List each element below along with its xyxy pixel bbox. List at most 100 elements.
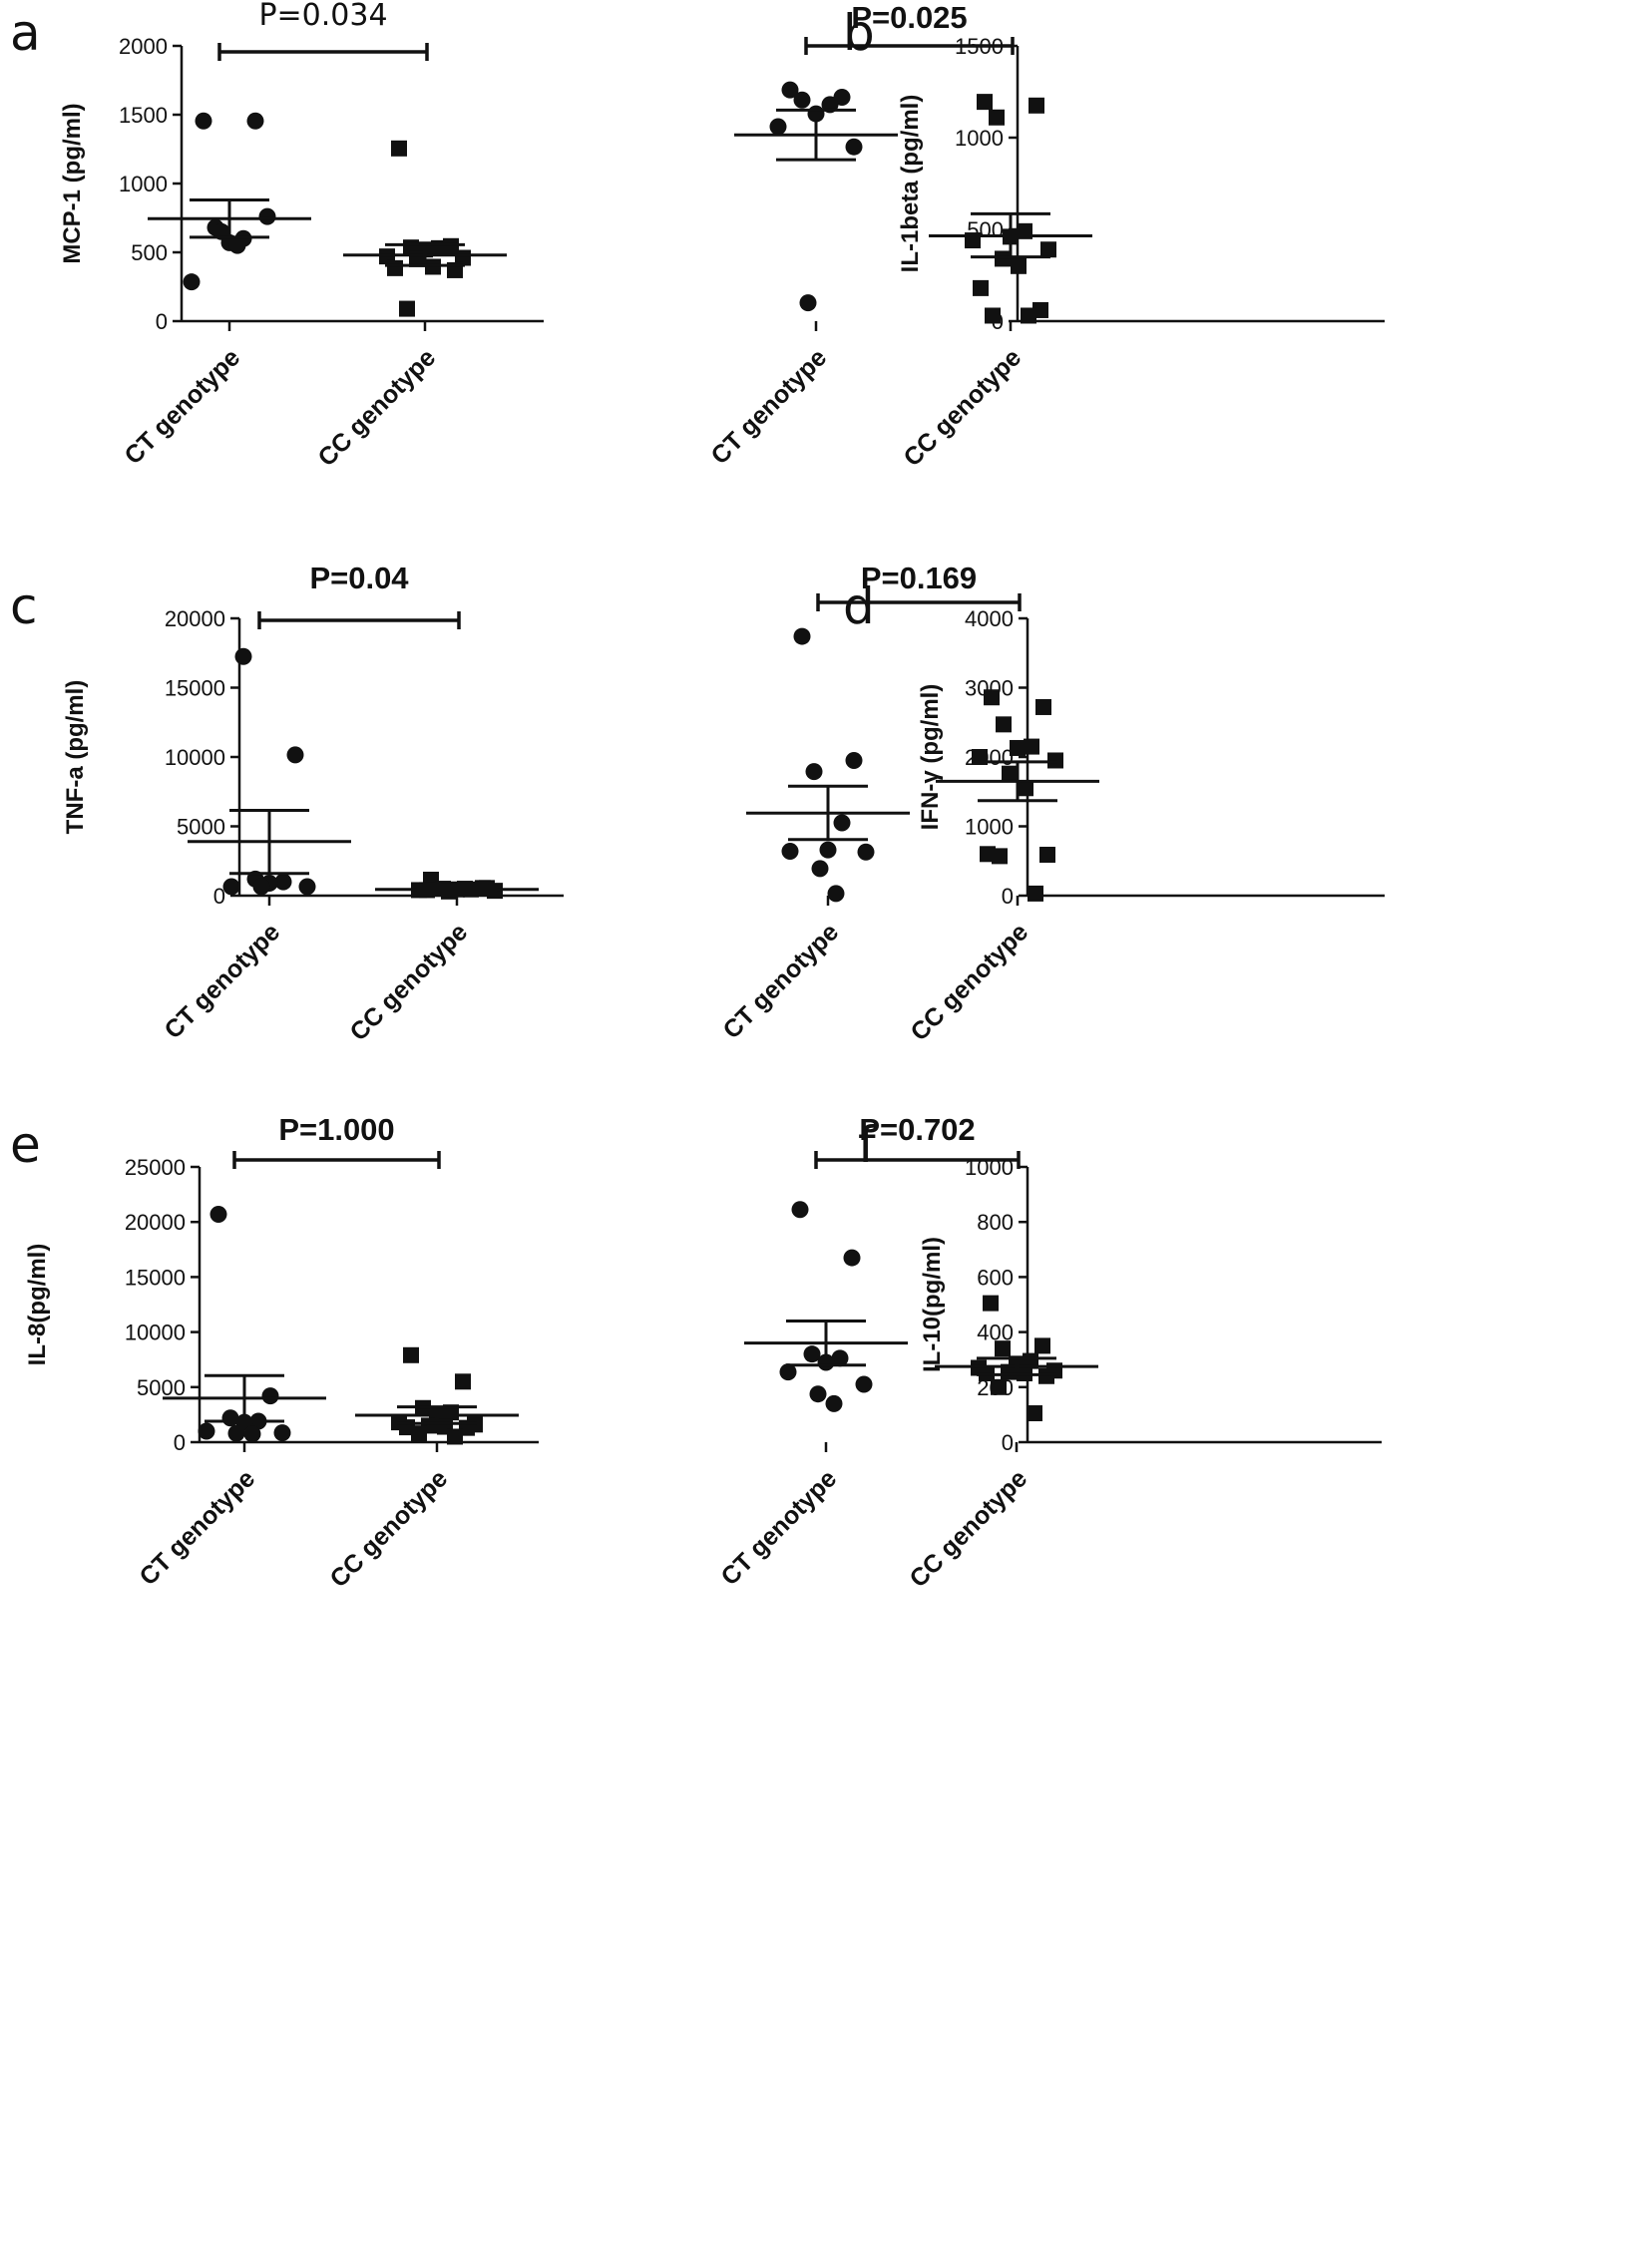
y-tick-label: 10000 [165,745,225,770]
x-category-label: CT genotype [705,343,832,470]
y-axis-label: IFN-γ (pg/ml) [917,684,944,831]
series-ct [163,1205,326,1443]
data-point [799,294,817,312]
x-category-label: CT genotype [119,343,245,470]
data-point [227,1424,245,1442]
p-value-label: P=1.000 [278,1112,394,1147]
y-tick-label: 20000 [165,606,225,631]
y-tick-label: 800 [977,1210,1014,1235]
series-cc [375,872,539,900]
x-category-label: CT genotype [134,1464,260,1591]
series-cc [935,1295,1098,1422]
y-axis-label: IL-8(pg/ml) [24,1244,51,1366]
data-point [1011,257,1027,274]
data-point [833,814,851,832]
data-point [261,1387,279,1405]
x-category-label: CC genotype [344,918,473,1046]
p-value-label: P=0.034 [258,0,387,33]
panel-letter: d [843,577,875,635]
y-tick-label: 25000 [125,1155,186,1180]
data-point [973,279,989,296]
data-point [1028,885,1043,902]
data-point [811,860,829,878]
panel-b: b050010001500IL-1beta (pg/ml)CT genotype… [705,0,1385,472]
y-tick-label: 15000 [165,676,225,701]
data-point [403,1346,419,1363]
series-cc [929,94,1092,324]
data-point [298,878,316,896]
data-point [779,1363,797,1381]
panel-letter: c [10,577,38,635]
series-cc [343,140,507,317]
data-point [819,841,837,859]
data-point [769,118,787,136]
series-cc [936,689,1099,902]
data-point [985,307,1001,324]
data-point [803,1345,821,1363]
series-ct [734,81,898,312]
data-point [455,1373,471,1390]
data-point [246,112,264,130]
data-point [843,1249,861,1267]
y-tick-label: 0 [213,884,225,909]
data-point [793,91,811,109]
data-point [273,1424,291,1442]
data-point [1002,765,1018,782]
y-tick-label: 0 [156,309,168,334]
data-point [977,94,993,111]
panel-f: f02004006008001000IL-10(pg/ml)CT genotyp… [715,1112,1382,1593]
data-point [781,81,799,99]
data-point [1034,1337,1050,1354]
panel-e: e 0 5000 10000 15000 20000 25000 IL-8(pg/ml) CT … [10,1112,539,1593]
p-value-label: P=0.169 [861,561,977,595]
y-tick-label: 1000 [955,126,1004,151]
data-point [827,885,845,903]
y-tick-label: 4000 [965,606,1014,631]
series-ct [148,112,311,291]
data-point [399,300,415,317]
data-point [781,843,799,861]
series-ct [746,627,910,903]
p-value-label: P=0.04 [309,561,409,595]
data-point [228,236,246,254]
p-value-label: P=0.702 [859,1112,975,1147]
data-point [198,1422,215,1440]
x-category-label: CC genotype [898,343,1027,472]
data-point [387,259,403,276]
data-point [996,716,1012,733]
panel-letter: e [10,1116,41,1174]
panel-letter: b [843,4,875,62]
panel-letter: a [10,4,41,62]
data-point [391,140,407,157]
data-point [252,878,270,896]
data-point [831,1349,849,1367]
y-axis-label: TNF-a (pg/ml) [62,680,89,835]
y-axis-label: IL-1beta (pg/ml) [897,95,924,273]
y-tick-label: 2000 [119,34,168,59]
data-point [995,1340,1011,1357]
y-tick-label: 600 [977,1265,1014,1290]
y-axis-label: IL-10(pg/ml) [919,1237,946,1372]
data-point [258,207,276,225]
series-ct [744,1201,908,1412]
data-point [857,843,875,861]
data-point [1027,1405,1042,1422]
data-point [791,1201,809,1219]
p-value-label: P=0.025 [851,0,967,35]
y-tick-label: 1000 [119,172,168,196]
data-point [1024,738,1039,755]
data-point [1035,698,1051,715]
data-point [447,1428,463,1445]
panel-a: a 0 500 1000 1500 2000 MCP-1 (pg/ml) CT genotyp… [10,0,544,472]
data-point [1021,307,1036,324]
data-point [243,1425,261,1443]
data-point [809,1385,827,1403]
data-point [183,273,201,291]
y-axis-label: MCP-1 (pg/ml) [59,103,86,263]
y-tick-label: 0 [1002,884,1014,909]
data-point [274,873,292,891]
y-tick-label: 5000 [177,815,225,840]
data-point [845,138,863,156]
data-point [234,647,252,665]
x-category-label: CC genotype [324,1464,453,1593]
